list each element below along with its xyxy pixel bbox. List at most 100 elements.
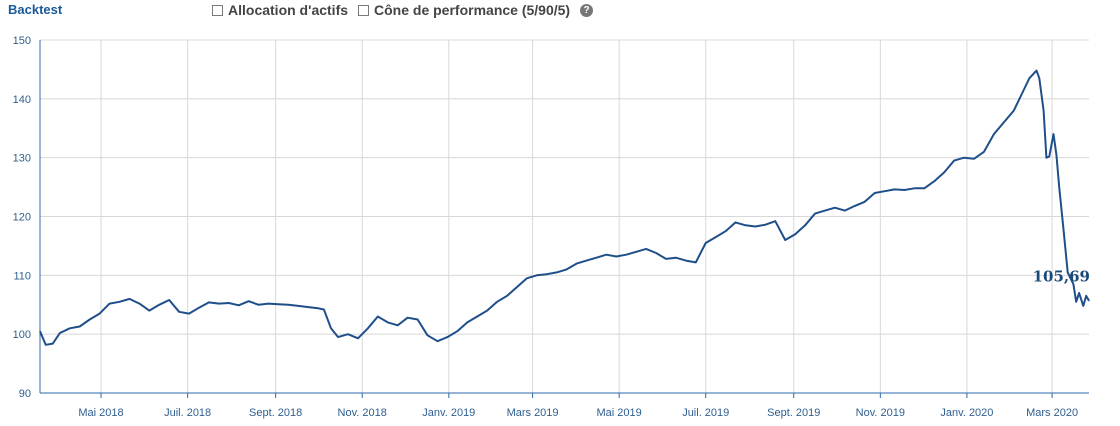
data-point bbox=[695, 261, 697, 263]
data-point bbox=[99, 313, 101, 315]
data-point bbox=[208, 301, 210, 303]
data-point bbox=[456, 330, 458, 332]
data-point bbox=[238, 304, 240, 306]
data-point bbox=[625, 254, 627, 256]
data-point bbox=[198, 307, 200, 309]
value-labels: 105,69 bbox=[1033, 268, 1090, 286]
data-point bbox=[1038, 77, 1040, 79]
data-point bbox=[337, 336, 339, 338]
x-tick-label: Juil. 2018 bbox=[164, 407, 211, 419]
data-point bbox=[1045, 157, 1047, 159]
data-point bbox=[158, 304, 160, 306]
data-point bbox=[963, 157, 965, 159]
data-point bbox=[69, 327, 71, 329]
data-point bbox=[39, 330, 41, 332]
data-point bbox=[1072, 283, 1074, 285]
y-axis-ticks: 90 100 110 120 130 140 150 bbox=[13, 35, 31, 400]
performance-cone-checkbox[interactable] bbox=[358, 4, 370, 16]
data-point bbox=[1013, 110, 1015, 112]
data-point bbox=[109, 303, 111, 305]
data-point bbox=[1036, 70, 1037, 72]
data-point bbox=[764, 224, 766, 226]
data-point bbox=[894, 188, 895, 190]
data-point bbox=[953, 160, 955, 162]
data-point bbox=[556, 271, 558, 273]
y-tick-label: 130 bbox=[13, 153, 31, 165]
data-point bbox=[1082, 305, 1084, 307]
data-point bbox=[844, 210, 846, 212]
x-tick-label: Janv. 2019 bbox=[422, 407, 475, 419]
data-point bbox=[675, 257, 677, 259]
data-point bbox=[913, 187, 915, 189]
y-tick-label: 120 bbox=[13, 212, 31, 224]
data-point bbox=[884, 190, 886, 192]
data-point bbox=[983, 151, 985, 153]
x-tick-label: Sept. 2019 bbox=[767, 407, 820, 419]
data-point bbox=[1078, 292, 1080, 294]
data-point bbox=[685, 260, 687, 262]
data-point bbox=[973, 158, 975, 160]
x-tick-label: Nov. 2018 bbox=[338, 407, 387, 419]
y-tick-label: 90 bbox=[19, 388, 31, 400]
data-point bbox=[1048, 156, 1050, 157]
data-point bbox=[79, 326, 81, 327]
x-tick-label: Mars 2019 bbox=[507, 407, 559, 419]
data-point bbox=[476, 316, 478, 317]
data-point bbox=[1023, 89, 1025, 91]
data-point bbox=[357, 337, 359, 339]
data-point bbox=[377, 316, 379, 317]
data-point bbox=[735, 221, 736, 223]
data-point bbox=[864, 201, 866, 203]
data-point bbox=[466, 321, 468, 323]
data-point bbox=[407, 317, 409, 319]
data-point bbox=[330, 327, 332, 329]
data-point bbox=[446, 336, 448, 338]
y-tick-label: 110 bbox=[13, 270, 31, 282]
data-point bbox=[933, 180, 935, 182]
data-point bbox=[874, 192, 876, 194]
help-icon[interactable]: ? bbox=[580, 3, 594, 17]
data-point bbox=[347, 333, 349, 335]
x-axis-ticks: Mai 2018 Juil. 2018 Sept. 2018 Nov. 2018 Jan… bbox=[78, 407, 1078, 419]
asset-allocation-label: Allocation d'actifs bbox=[228, 2, 349, 18]
data-point bbox=[645, 248, 647, 250]
data-point bbox=[536, 274, 538, 276]
data-point bbox=[278, 303, 279, 305]
data-point bbox=[1088, 300, 1090, 302]
series-line bbox=[39, 69, 1090, 346]
y-tick-label: 100 bbox=[13, 329, 31, 341]
data-point bbox=[1058, 186, 1060, 188]
data-point bbox=[297, 305, 299, 307]
data-point bbox=[715, 236, 717, 238]
data-point bbox=[89, 319, 91, 320]
data-point bbox=[595, 257, 597, 259]
data-point bbox=[1067, 271, 1069, 273]
data-point bbox=[804, 224, 806, 226]
data-point bbox=[258, 304, 260, 306]
axes bbox=[39, 40, 1089, 398]
asset-allocation-toggle[interactable]: Allocation d'actifs bbox=[212, 2, 348, 18]
x-tick-label: Mars 2020 bbox=[1026, 407, 1078, 419]
data-point bbox=[655, 252, 657, 254]
data-point bbox=[1003, 121, 1005, 123]
x-tick-label: Juil. 2019 bbox=[682, 407, 729, 419]
data-point bbox=[248, 300, 250, 302]
data-point bbox=[188, 313, 190, 315]
x-tick-label: Mai 2018 bbox=[78, 407, 123, 419]
data-point bbox=[178, 311, 180, 313]
data-point bbox=[1053, 133, 1054, 135]
data-point bbox=[307, 306, 309, 308]
data-point bbox=[287, 304, 289, 306]
performance-cone-toggle[interactable]: Cône de performance (5/90/5) bbox=[358, 2, 570, 18]
data-point bbox=[834, 207, 836, 209]
data-point bbox=[516, 286, 518, 288]
data-point bbox=[268, 303, 269, 305]
data-point bbox=[128, 298, 130, 300]
data-point bbox=[317, 307, 319, 309]
data-point bbox=[367, 327, 369, 329]
data-point bbox=[576, 263, 578, 265]
data-point bbox=[923, 187, 925, 189]
data-point bbox=[546, 273, 548, 275]
asset-allocation-checkbox[interactable] bbox=[212, 4, 223, 16]
